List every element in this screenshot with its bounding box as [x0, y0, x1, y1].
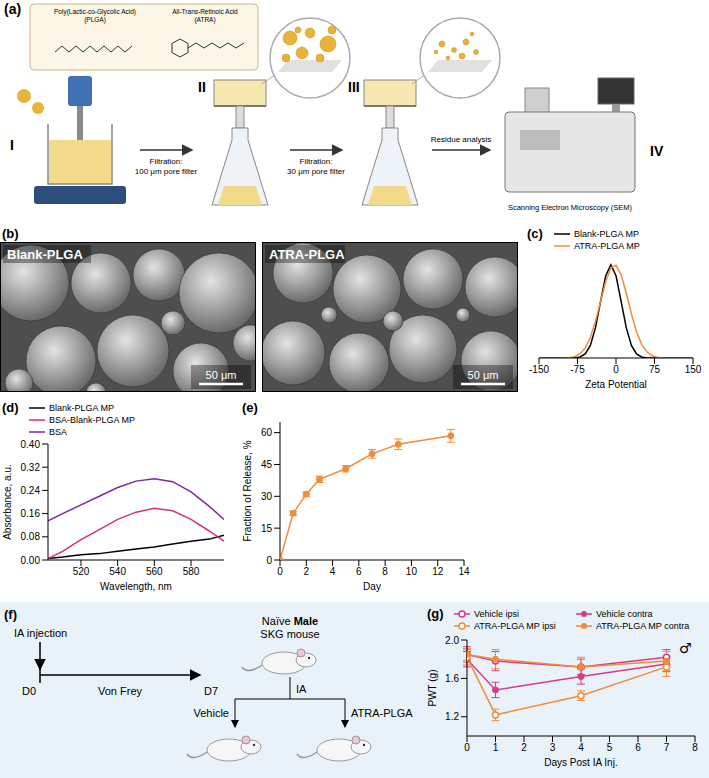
html-text:ATRA-PLGA MP ipsi: ATRA-PLGA MP ipsi: [474, 620, 556, 631]
svg-text:60: 60: [261, 427, 273, 438]
html-text:Blank-PLGA MP: Blank-PLGA MP: [574, 228, 639, 239]
svg-text:(f): (f): [4, 607, 17, 622]
html-text:(e): (e): [242, 400, 258, 415]
svg-text:560: 560: [146, 566, 163, 577]
svg-text:All-Trans-Retinoic Acid(ATRA): All-Trans-Retinoic Acid(ATRA): [172, 8, 238, 24]
html-text:Fraction of Release, %: Fraction of Release, %: [241, 440, 253, 542]
svg-text:2: 2: [304, 566, 310, 577]
svg-text:Filtration:: Filtration:: [150, 157, 183, 166]
svg-text:8: 8: [692, 742, 698, 753]
svg-text:1: 1: [493, 742, 499, 753]
svg-text:150: 150: [685, 364, 702, 375]
svg-text:1.2: 1.2: [445, 711, 459, 722]
html-text:(g): (g): [427, 606, 444, 621]
html-text:Absorbance, a.u.: Absorbance, a.u.: [1, 464, 13, 540]
svg-text:D7: D7: [204, 685, 218, 697]
svg-text:50 μm: 50 μm: [468, 369, 499, 381]
svg-text:0.40: 0.40: [21, 439, 41, 450]
svg-text:ATRA-PLGA: ATRA-PLGA: [351, 707, 413, 719]
svg-text:D0: D0: [22, 685, 36, 697]
svg-text:ATRA-PLGA: ATRA-PLGA: [269, 247, 345, 262]
svg-text:8: 8: [382, 566, 388, 577]
svg-text:0.00: 0.00: [21, 555, 41, 566]
svg-text:0: 0: [277, 566, 283, 577]
html-text:BSA: BSA: [49, 426, 67, 437]
svg-text:II: II: [198, 79, 206, 95]
svg-text:Von Frey: Von Frey: [98, 685, 143, 697]
svg-text:-75: -75: [570, 364, 585, 375]
svg-text:15: 15: [261, 523, 273, 534]
html-text:ATRA-PLGA MP: ATRA-PLGA MP: [574, 240, 640, 251]
html-text:Day: Day: [363, 581, 381, 592]
html-text:Wavelength, nm: Wavelength, nm: [100, 581, 172, 592]
svg-text:Residue analysis: Residue analysis: [431, 135, 491, 144]
svg-text:2.0: 2.0: [445, 635, 459, 646]
svg-text:5: 5: [607, 742, 613, 753]
svg-text:50 μm: 50 μm: [206, 369, 237, 381]
svg-text:12: 12: [432, 566, 444, 577]
svg-text:540: 540: [109, 566, 126, 577]
svg-text:1.6: 1.6: [445, 673, 459, 684]
svg-text:Scanning Electron Microscopy (: Scanning Electron Microscopy (SEM): [508, 203, 633, 212]
svg-text:Filtration:: Filtration:: [300, 157, 333, 166]
svg-text:IV: IV: [650, 143, 664, 159]
svg-text:100 μm pore filter: 100 μm pore filter: [135, 167, 198, 176]
svg-text:7: 7: [664, 742, 670, 753]
html-text:Zeta Potential: Zeta Potential: [585, 379, 647, 390]
svg-text:SKG mouse: SKG mouse: [260, 628, 319, 640]
svg-text:520: 520: [73, 566, 90, 577]
html-text:PWT (g): PWT (g): [426, 669, 438, 707]
html-text:ATRA-PLGA MP contra: ATRA-PLGA MP contra: [596, 620, 690, 631]
svg-text:10: 10: [406, 566, 418, 577]
html-text:(b): (b): [2, 226, 19, 241]
svg-text:2: 2: [521, 742, 527, 753]
svg-text:45: 45: [261, 459, 273, 470]
svg-text:0: 0: [464, 742, 470, 753]
svg-text:75: 75: [649, 364, 661, 375]
svg-text:4: 4: [578, 742, 584, 753]
svg-text:Vehicle: Vehicle: [194, 707, 229, 719]
svg-text:6: 6: [356, 566, 362, 577]
svg-text:IA: IA: [296, 683, 307, 695]
svg-text:(a): (a): [4, 1, 21, 17]
html-text:Blank-PLGA MP: Blank-PLGA MP: [49, 402, 114, 413]
svg-text:0: 0: [613, 364, 619, 375]
svg-text:4: 4: [330, 566, 336, 577]
svg-text:I: I: [10, 137, 14, 153]
svg-text:Blank-PLGA: Blank-PLGA: [7, 247, 83, 262]
html-text:(c): (c): [527, 226, 543, 241]
svg-text:0.32: 0.32: [21, 462, 41, 473]
svg-text:30: 30: [261, 491, 273, 502]
svg-text:6: 6: [635, 742, 641, 753]
html-text:Days Post IA Inj.: Days Post IA Inj.: [544, 757, 618, 768]
html-text:Vehicle contra: Vehicle contra: [596, 608, 653, 619]
svg-text:3: 3: [550, 742, 556, 753]
svg-text:0.08: 0.08: [21, 531, 41, 542]
svg-text:14: 14: [458, 566, 470, 577]
html-text:BSA-Blank-PLGA MP: BSA-Blank-PLGA MP: [49, 414, 135, 425]
svg-text:580: 580: [183, 566, 200, 577]
html-text:(d): (d): [2, 400, 19, 415]
svg-text:III: III: [348, 79, 360, 95]
svg-text:IA injection: IA injection: [14, 627, 67, 639]
svg-text:0.24: 0.24: [21, 485, 41, 496]
svg-text:0: 0: [266, 555, 272, 566]
html-text:Vehicle ipsi: Vehicle ipsi: [474, 608, 519, 619]
svg-text:Naïve Male: Naïve Male: [262, 615, 318, 627]
svg-text:Poly(Lactic-co-Glycolic Acid)(: Poly(Lactic-co-Glycolic Acid)(PLGA): [54, 8, 136, 24]
svg-text:0.16: 0.16: [21, 508, 41, 519]
svg-text:-150: -150: [529, 364, 549, 375]
svg-text:30 μm pore filter: 30 μm pore filter: [287, 167, 345, 176]
